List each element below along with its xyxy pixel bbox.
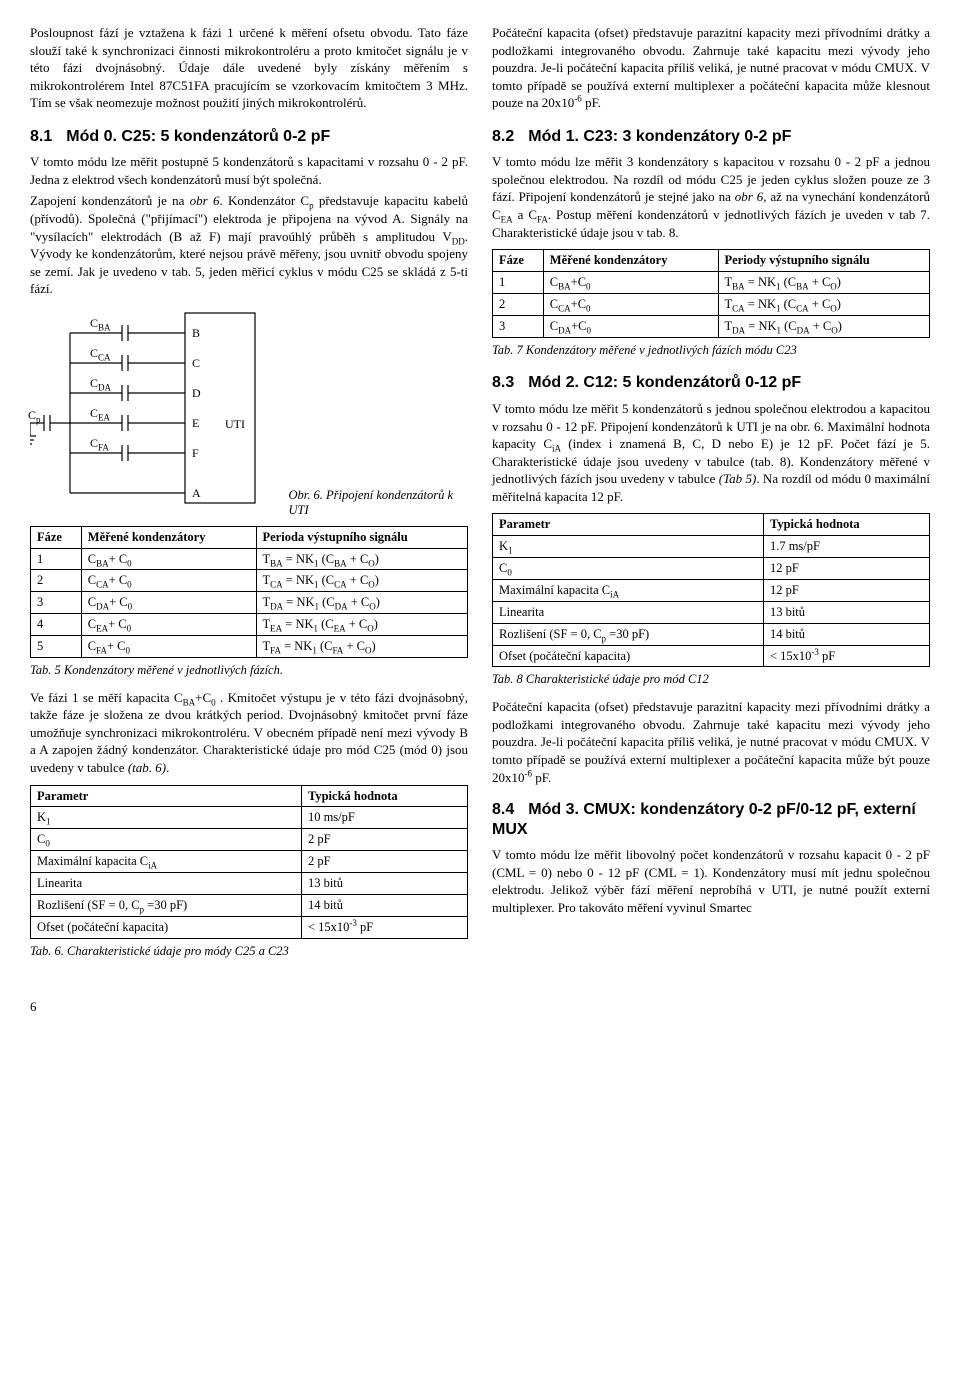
cap-label: CFA — [90, 435, 109, 451]
figure-6-caption: Obr. 6. Připojení kondenzátorů k UTI — [288, 488, 468, 518]
cp-label: Cp — [28, 407, 41, 423]
table-row: K11.7 ms/pF — [493, 536, 930, 558]
para-8-4: V tomto módu lze měřit libovolný počet k… — [492, 846, 930, 916]
page-number: 6 — [30, 998, 930, 1016]
tab7-h2: Měřené kondenzátory — [543, 250, 718, 272]
schematic-diagram: Cp UTI CBA B CCA C CDA D CEA E CFA F A — [30, 308, 278, 518]
tab6-h1: Parametr — [31, 785, 302, 807]
right-column: Počáteční kapacita (ofset) představuje p… — [492, 24, 930, 970]
table-row: Linearita13 bitů — [31, 873, 468, 895]
tab5-h2: Měřené kondenzátory — [81, 526, 256, 548]
table-row: 1CBA+ C0TBA = NK1 (CBA + CO) — [31, 548, 468, 570]
tab5-h3: Perioda výstupního signálu — [256, 526, 468, 548]
heading-8-3: 8.3Mód 2. C12: 5 kondenzátorů 0-12 pF — [492, 372, 930, 394]
table-6: Parametr Typická hodnota K110 ms/pFC02 p… — [30, 785, 468, 939]
table-row: K110 ms/pF — [31, 807, 468, 829]
para-8-1a: V tomto módu lze měřit postupně 5 konden… — [30, 153, 468, 188]
pin-label: B — [192, 325, 200, 341]
table-5-caption: Tab. 5 Kondenzátory měřené v jednotlivýc… — [30, 662, 468, 679]
table-row: Maximální kapacita CiA12 pF — [493, 579, 930, 601]
table-8: Parametr Typická hodnota K11.7 ms/pFC012… — [492, 513, 930, 667]
table-6-caption: Tab. 6. Charakteristické údaje pro módy … — [30, 943, 468, 960]
pin-label: D — [192, 385, 201, 401]
uti-label: UTI — [225, 416, 245, 432]
cap-label: CCA — [90, 345, 111, 361]
pin-label: F — [192, 445, 199, 461]
para-8-3: V tomto módu lze měřit 5 kondenzátorů s … — [492, 400, 930, 505]
tab5-h1: Fáze — [31, 526, 82, 548]
table-row: 3CDA+C0TDA = NK1 (CDA + CO) — [493, 315, 930, 337]
pin-label: A — [192, 485, 201, 501]
cap-label: CBA — [90, 315, 111, 331]
table-row: Maximální kapacita CiA2 pF — [31, 851, 468, 873]
tab8-h2: Typická hodnota — [763, 514, 929, 536]
tab7-h3: Periody výstupního signálu — [718, 250, 930, 272]
tab7-h1: Fáze — [493, 250, 544, 272]
table-row: Ofset (počáteční kapacita)< 15x10-3 pF — [493, 645, 930, 667]
table-row: C02 pF — [31, 829, 468, 851]
table-row: 1CBA+C0TBA = NK1 (CBA + CO) — [493, 271, 930, 293]
table-row: C012 pF — [493, 558, 930, 580]
figure-6: Cp UTI CBA B CCA C CDA D CEA E CFA F A Obr. 6. Při… — [30, 308, 468, 518]
cap-label: CEA — [90, 405, 110, 421]
pin-label: E — [192, 415, 199, 431]
table-7-caption: Tab. 7 Kondenzátory měřené v jednotlivýc… — [492, 342, 930, 359]
heading-8-1: 8.1Mód 0. C25: 5 kondenzátorů 0-2 pF — [30, 126, 468, 148]
table-row: Ofset (počáteční kapacita)< 15x10-3 pF — [31, 916, 468, 938]
table-row: Rozlišení (SF = 0, Cp =30 pF)14 bitů — [493, 623, 930, 645]
table-row: 2CCA+C0TCA = NK1 (CCA + CO) — [493, 293, 930, 315]
table-row: 2CCA+ C0TCA = NK1 (CCA + CO) — [31, 570, 468, 592]
heading-8-4: 8.4Mód 3. CMUX: kondenzátory 0-2 pF/0-12… — [492, 800, 930, 840]
left-column: Posloupnost fází je vztažena k fázi 1 ur… — [30, 24, 468, 970]
tab8-h1: Parametr — [493, 514, 764, 536]
cap-label: CDA — [90, 375, 111, 391]
table-7: Fáze Měřené kondenzátory Periody výstupn… — [492, 249, 930, 338]
table-row: Linearita13 bitů — [493, 601, 930, 623]
heading-8-2: 8.2Mód 1. C23: 3 kondenzátory 0-2 pF — [492, 126, 930, 148]
intro-para: Posloupnost fází je vztažena k fázi 1 ur… — [30, 24, 468, 112]
col2-p1: Počáteční kapacita (ofset) představuje p… — [492, 24, 930, 112]
pin-label: C — [192, 355, 200, 371]
table-row: Rozlišení (SF = 0, Cp =30 pF)14 bitů — [31, 894, 468, 916]
para-after-tab5: Ve fázi 1 se měří kapacita CBA+C0 . Kmit… — [30, 689, 468, 777]
col2-p4: Počáteční kapacita (ofset) představuje p… — [492, 698, 930, 786]
table-row: 5CFA+ C0TFA = NK1 (CFA + CO) — [31, 636, 468, 658]
table-row: 4CEA+ C0TEA = NK1 (CEA + CO) — [31, 614, 468, 636]
para-8-1b: Zapojení kondenzátorů je na obr 6. Konde… — [30, 192, 468, 297]
tab6-h2: Typická hodnota — [301, 785, 467, 807]
table-5: Fáze Měřené kondenzátory Perioda výstupn… — [30, 526, 468, 658]
para-8-2: V tomto módu lze měřit 3 kondenzátory s … — [492, 153, 930, 241]
table-row: 3CDA+ C0TDA = NK1 (CDA + CO) — [31, 592, 468, 614]
table-8-caption: Tab. 8 Charakteristické údaje pro mód C1… — [492, 671, 930, 688]
